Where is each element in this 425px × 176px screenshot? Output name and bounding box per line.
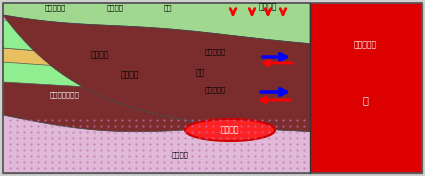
Text: 津波浸水: 津波浸水 bbox=[259, 2, 277, 11]
Text: 上部砂層: 上部砂層 bbox=[91, 51, 109, 59]
Polygon shape bbox=[3, 115, 310, 173]
Text: 浅部帯水層: 浅部帯水層 bbox=[204, 49, 226, 55]
Text: 化石塩水: 化石塩水 bbox=[221, 125, 239, 134]
Text: 海水の侵入: 海水の侵入 bbox=[354, 40, 377, 49]
Text: 浅部堆積物: 浅部堆積物 bbox=[44, 5, 65, 11]
Text: 深部帯水層: 深部帯水層 bbox=[204, 87, 226, 93]
Text: 粘土: 粘土 bbox=[196, 68, 204, 77]
Polygon shape bbox=[3, 15, 310, 131]
Text: 浜提: 浜提 bbox=[164, 5, 172, 11]
Polygon shape bbox=[3, 15, 310, 131]
Polygon shape bbox=[3, 3, 310, 44]
Bar bbox=[310, 3, 422, 173]
Polygon shape bbox=[3, 48, 310, 84]
Polygon shape bbox=[3, 15, 310, 132]
Text: 花崗岩類: 花崗岩類 bbox=[172, 152, 189, 158]
Text: 後背湿地: 後背湿地 bbox=[107, 5, 124, 11]
Text: 鮮新世基盤岩類: 鮮新世基盤岩類 bbox=[50, 92, 80, 98]
Text: 下部砂層: 下部砂層 bbox=[121, 71, 139, 80]
Polygon shape bbox=[3, 20, 310, 73]
Polygon shape bbox=[3, 15, 310, 49]
Text: 海: 海 bbox=[362, 95, 368, 105]
Ellipse shape bbox=[185, 119, 275, 141]
